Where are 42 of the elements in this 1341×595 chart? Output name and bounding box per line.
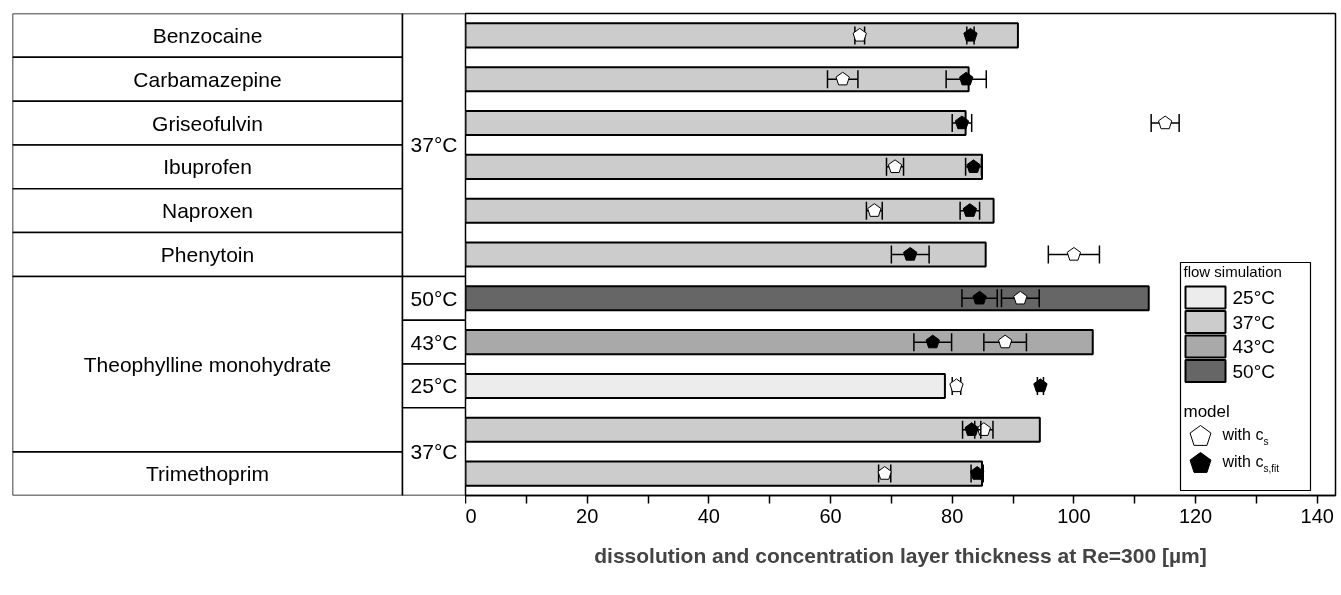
x-tick-label: 80 <box>941 504 964 527</box>
x-tick-label: 120 <box>1178 504 1213 527</box>
y-tick-label: 43°C <box>410 330 458 354</box>
point <box>970 466 985 480</box>
x-tick-label: 40 <box>697 504 720 527</box>
x-tick-label: 0 <box>465 504 477 527</box>
y-tick-label: 50°C <box>410 286 458 310</box>
x-tick-label: 60 <box>819 504 842 527</box>
y-tick-label: Phenytoin <box>160 243 255 266</box>
point <box>852 27 867 42</box>
point <box>997 334 1013 349</box>
point <box>959 71 974 86</box>
legend-label: 25°C <box>1232 287 1275 308</box>
legend-label: 43°C <box>1232 336 1275 357</box>
y-tick-label: Benzocaine <box>152 23 263 47</box>
point <box>903 247 918 261</box>
y-tick-label: Carbamazepine <box>133 67 282 91</box>
legend-label: 50°C <box>1232 360 1275 382</box>
point <box>963 27 978 42</box>
point <box>877 466 892 480</box>
point <box>1013 290 1028 305</box>
annotation: model <box>1183 402 1230 421</box>
y-tick-label: Naproxen <box>161 199 254 223</box>
x-axis-title: dissolution and concentration layer thickness at Re=300 [µm] <box>594 543 1207 567</box>
point <box>972 290 987 305</box>
legend-label: 37°C <box>1232 311 1275 333</box>
point <box>1157 115 1173 130</box>
legend-title: flow simulation <box>1183 263 1282 280</box>
y-tick-label: Griseofulvin <box>152 111 263 135</box>
y-tick-label: Trimethoprim <box>146 462 269 486</box>
text: Theophylline monohydrate <box>83 352 332 376</box>
y-tick-label: Ibuprofen <box>163 155 252 179</box>
point <box>835 71 850 86</box>
x-tick-label: 100 <box>1057 504 1091 527</box>
x-tick-label: 20 <box>576 504 599 527</box>
text: 37°C <box>410 440 458 464</box>
text: 37°C <box>410 133 458 157</box>
y-tick-label: 25°C <box>410 374 458 398</box>
x-tick-label: 140 <box>1300 504 1334 527</box>
point <box>867 203 882 217</box>
point <box>1066 247 1082 261</box>
point <box>925 334 940 349</box>
